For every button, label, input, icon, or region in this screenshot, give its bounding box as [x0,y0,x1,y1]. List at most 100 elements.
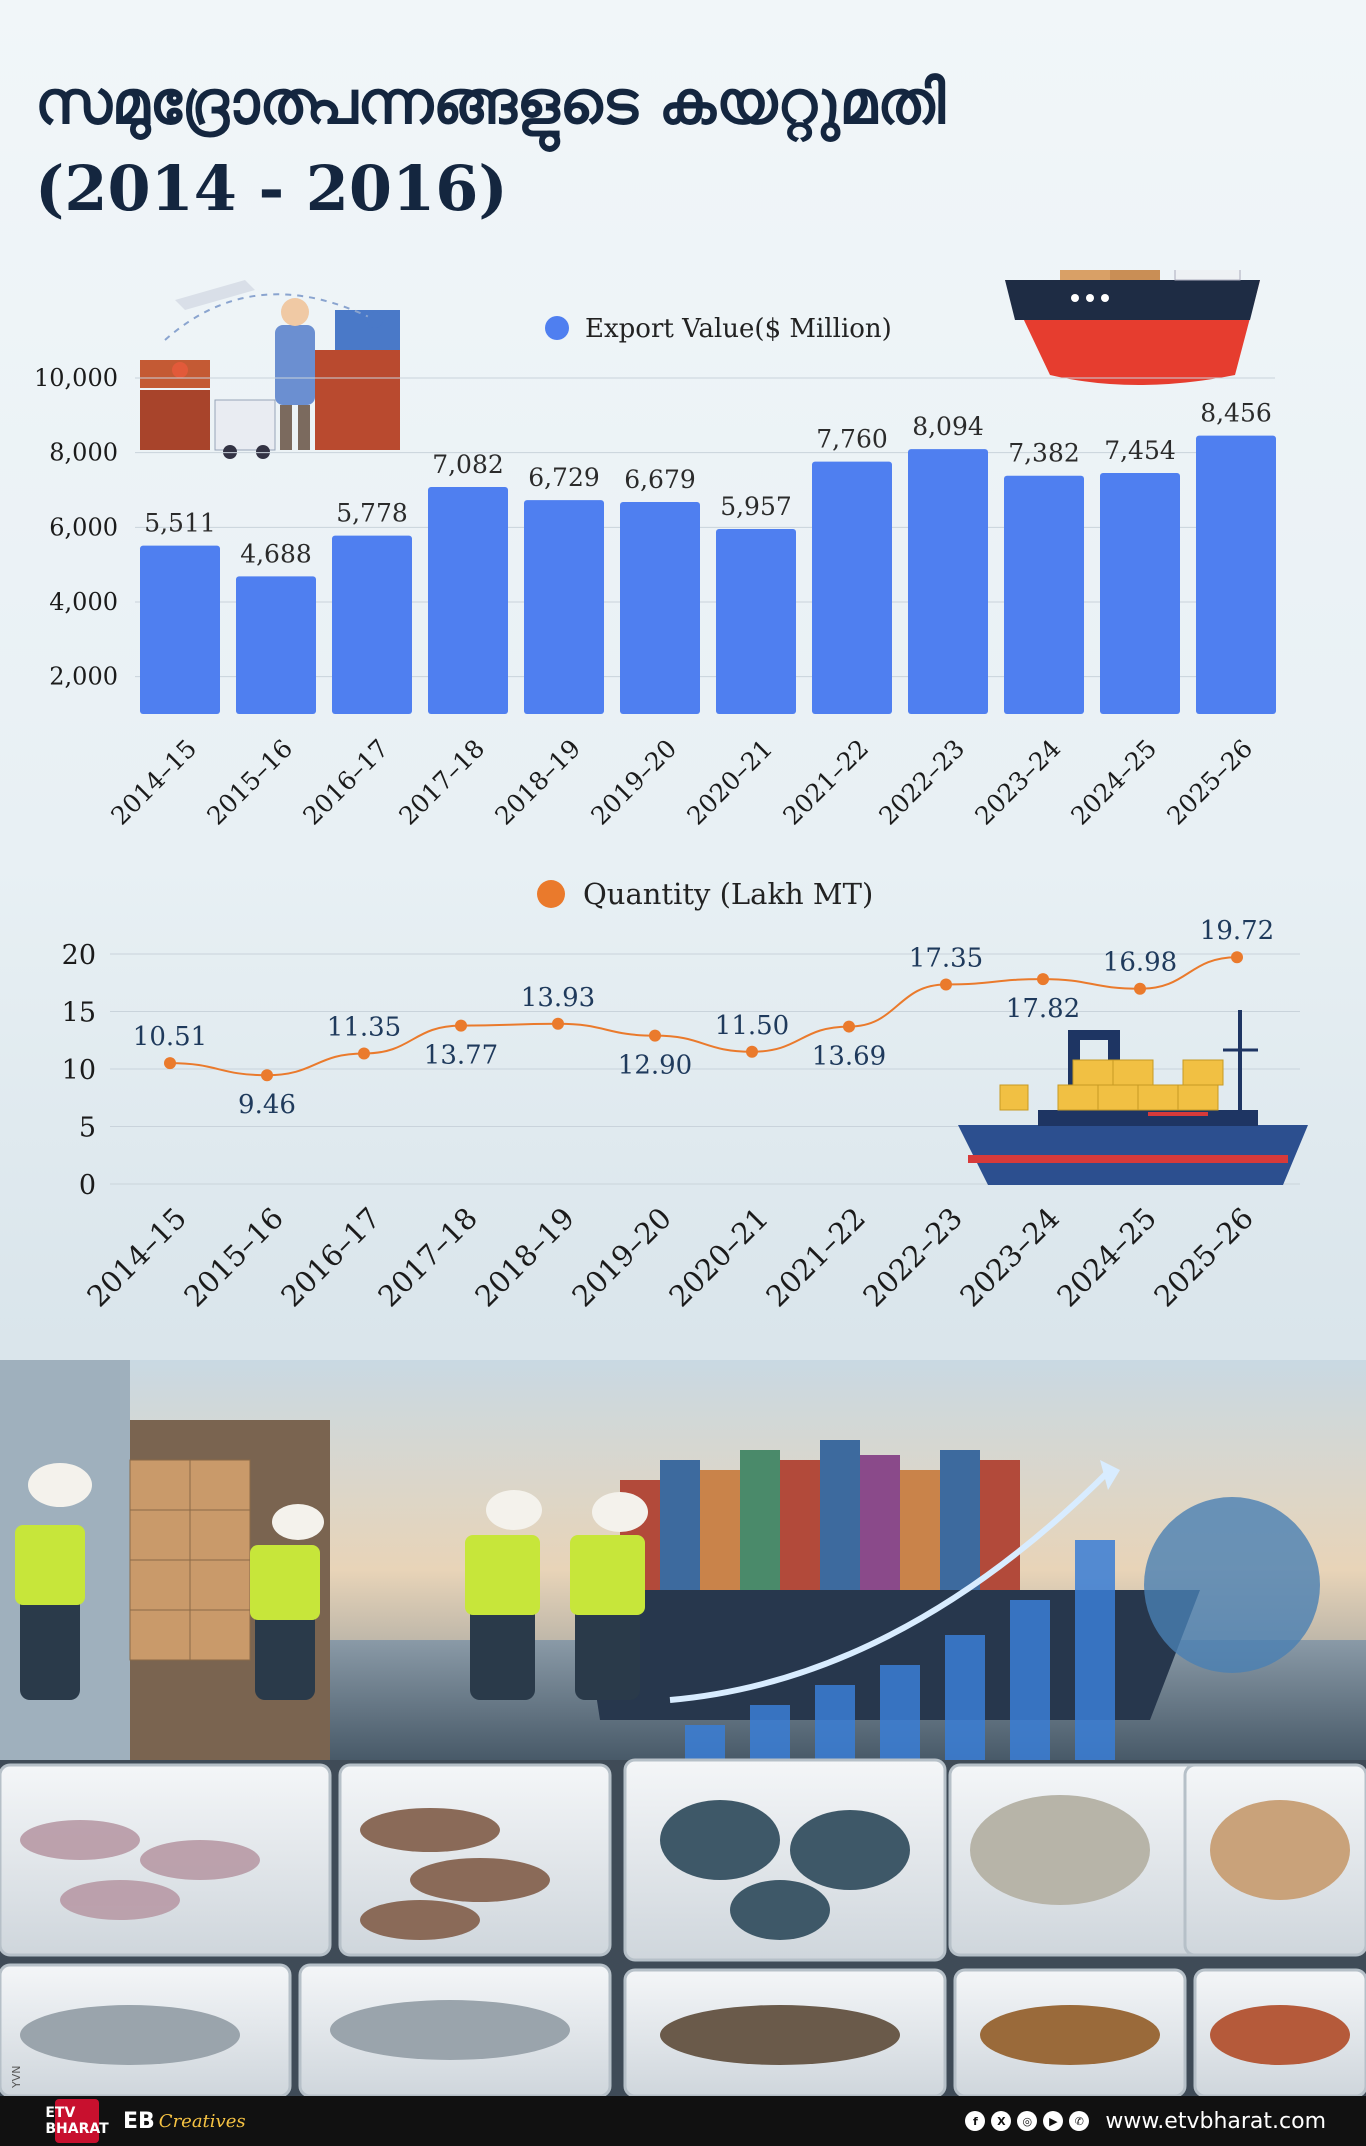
bar-series: 5,511 4,688 5,778 7,082 6,729 6,679 5,957 7,760… [140,399,1276,714]
bar-legend-marker [545,316,569,340]
bar-y-tick-label: 4,000 [49,588,118,616]
line-y-tick-label: 5 [79,1113,96,1144]
line-legend-label: Quantity (Lakh MT) [583,877,873,911]
bar-x-tick-label: 2024–25 [1065,734,1162,830]
footer-bar: ETV BHARAT EB Creatives f X ◎ ▶ ✆ www.et… [0,2096,1366,2146]
line-value-label: 9.46 [238,1090,296,1120]
bar-value-label: 6,729 [528,463,600,492]
bar-value-label: 6,679 [624,465,696,494]
line-x-tick-label: 2016–17 [274,1201,387,1314]
line-x-axis: 2014–152015–162016–172017–182018–192019–… [80,1201,1260,1314]
line-value-label: 13.69 [812,1042,886,1072]
brand-script-text: Creatives [158,2110,246,2132]
line-value-label: 13.93 [521,983,595,1013]
line-x-tick-label: 2019–20 [565,1201,678,1314]
website-link[interactable]: www.etvbharat.com [1105,2108,1326,2134]
facebook-icon[interactable]: f [965,2111,986,2131]
line-x-tick-label: 2021–22 [759,1201,872,1314]
line-y-tick-label: 15 [62,998,96,1029]
bar-x-tick-label: 2020–21 [681,734,778,830]
bar-value-label: 8,456 [1200,399,1272,428]
bar-2019–20 [620,501,700,714]
line-point-2022–23 [940,978,952,991]
bar-y-tick-label: 10,000 [34,364,118,392]
bar-x-tick-label: 2025–26 [1161,734,1258,830]
port-seafood-scene [0,1360,1366,2096]
page-title: സമുദ്രോത്പന്നങ്ങളുടെ കയറ്റുമതി (2014 - 2… [35,60,1335,232]
brand-text: EB [123,2108,155,2134]
social-icons: f X ◎ ▶ ✆ [965,2111,1090,2131]
bar-2016–17 [332,535,412,714]
line-value-label: 12.90 [618,1051,692,1081]
line-x-tick-label: 2018–19 [468,1201,581,1314]
line-value-label: 10.51 [133,1022,207,1052]
line-point-2014–15 [164,1057,176,1070]
bar-x-tick-label: 2023–24 [969,734,1066,830]
line-point-2024–25 [1134,982,1146,995]
bar-2024–25 [1100,473,1180,714]
title-line-1: സമുദ്രോത്പന്നങ്ങളുടെ കയറ്റുമതി [35,68,946,138]
line-x-tick-label: 2014–15 [80,1201,193,1314]
line-x-tick-label: 2025–26 [1147,1201,1260,1314]
line-y-tick-label: 0 [79,1170,96,1201]
bar-x-tick-label: 2014–15 [105,734,202,830]
bar-y-axis: 2,000 4,000 6,000 8,000 10,000 [34,364,118,691]
bar-x-tick-label: 2019–20 [585,734,682,830]
bar-2025–26 [1196,435,1276,714]
side-watermark: YVN [10,2065,23,2088]
line-value-label: 19.72 [1200,916,1274,946]
etv-bharat-logo: ETV BHARAT [45,2099,109,2143]
bar-2014–15 [140,545,220,714]
bar-x-tick-label: 2015–16 [201,734,298,830]
bar-value-label: 7,454 [1104,436,1176,465]
line-x-tick-label: 2017–18 [371,1201,484,1314]
youtube-icon[interactable]: ▶ [1043,2111,1064,2131]
bar-y-tick-label: 6,000 [49,513,118,541]
whatsapp-icon[interactable]: ✆ [1069,2111,1090,2131]
line-point-2015–16 [261,1069,273,1082]
line-y-axis: 0 5 10 15 20 [62,940,96,1201]
title-line-2: (2014 - 2016) [35,152,508,225]
bar-y-tick-label: 2,000 [49,663,118,691]
bar-x-tick-label: 2021–22 [777,734,874,830]
x-icon[interactable]: X [991,2111,1012,2131]
line-legend-marker [537,880,565,908]
line-legend: Quantity (Lakh MT) [537,877,873,911]
bar-value-label: 5,511 [144,509,216,538]
instagram-icon[interactable]: ◎ [1017,2111,1038,2131]
container-ship-illustration [958,1010,1308,1185]
line-point-2025–26 [1231,951,1243,964]
bar-value-label: 7,760 [816,425,888,454]
bar-2017–18 [428,486,508,714]
line-value-label: 11.35 [327,1012,401,1042]
line-value-label: 17.35 [909,943,983,973]
bar-2015–16 [236,576,316,714]
bar-value-label: 5,957 [720,492,792,521]
bar-y-tick-label: 8,000 [49,439,118,467]
bar-2022–23 [908,449,988,714]
line-point-2021–22 [843,1020,855,1033]
bar-grid [135,377,1275,678]
line-point-2023–24 [1037,973,1049,986]
bar-x-tick-label: 2017–18 [393,734,490,830]
line-labels: 10.51 9.46 11.35 13.77 13.93 12.90 11.50 13.69 1… [133,916,1274,1120]
line-y-tick-label: 20 [62,940,96,971]
bar-legend-label: Export Value($ Million) [585,314,892,344]
line-x-tick-label: 2015–16 [177,1201,290,1314]
line-x-tick-label: 2022–23 [856,1201,969,1314]
line-points [164,951,1243,1082]
line-point-2016–17 [358,1047,370,1060]
bar-2023–24 [1004,475,1084,714]
quantity-line-chart: Quantity (Lakh MT) 0 5 10 15 20 10.51 9.46 11.… [62,877,1308,1314]
bar-x-tick-label: 2016–17 [297,734,394,830]
line-value-label: 16.98 [1103,948,1177,978]
bar-2018–19 [524,500,604,714]
bar-legend: Export Value($ Million) [545,314,892,344]
bar-value-label: 4,688 [240,539,312,568]
bar-2021–22 [812,461,892,714]
line-value-label: 11.50 [715,1011,789,1041]
line-y-tick-label: 10 [62,1055,96,1086]
line-point-2017–18 [455,1019,467,1032]
line-x-tick-label: 2023–24 [953,1201,1066,1314]
bar-x-tick-label: 2018–19 [489,734,586,830]
